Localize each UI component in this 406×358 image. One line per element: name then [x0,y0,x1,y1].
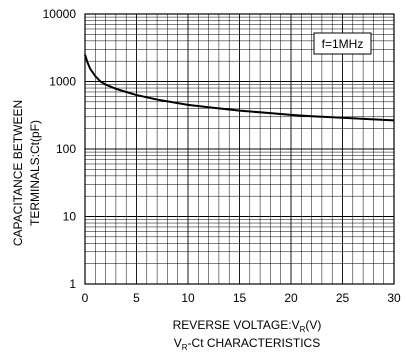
x-tick-label: 25 [336,291,350,305]
x-tick-label: 10 [181,291,195,305]
y-tick-label: 10000 [43,7,77,21]
y-axis-label: CAPACITANCE BETWEEN TERMINALS:Ct(pF) [11,100,42,246]
y-tick-label: 100 [56,142,76,156]
annotation-label: f=1MHz [322,37,364,51]
x-tick-label: 20 [284,291,298,305]
chart-caption: VR-Ct CHARACTERISTICS [174,336,320,352]
x-tick-label: 15 [233,291,247,305]
annotation-box: f=1MHz [313,32,372,55]
y-axis-label-line2: TERMINALS:Ct(pF) [28,120,42,226]
y-axis-label-line1: CAPACITANCE BETWEEN [11,100,25,246]
y-tick-label: 1000 [49,75,76,89]
grid [85,14,394,284]
x-tick-label: 30 [387,291,401,305]
y-axis-ticks: 1 10 100 1000 10000 [43,7,77,291]
x-axis-ticks: 0 5 10 15 20 25 30 [82,291,401,305]
plot-frame [84,13,395,285]
x-tick-label: 5 [133,291,140,305]
x-axis-label: REVERSE VOLTAGE:VR(V) [173,318,322,334]
x-tick-label: 0 [82,291,89,305]
y-tick-label: 10 [63,210,77,224]
series-line [84,54,395,122]
y-tick-label: 1 [69,277,76,291]
